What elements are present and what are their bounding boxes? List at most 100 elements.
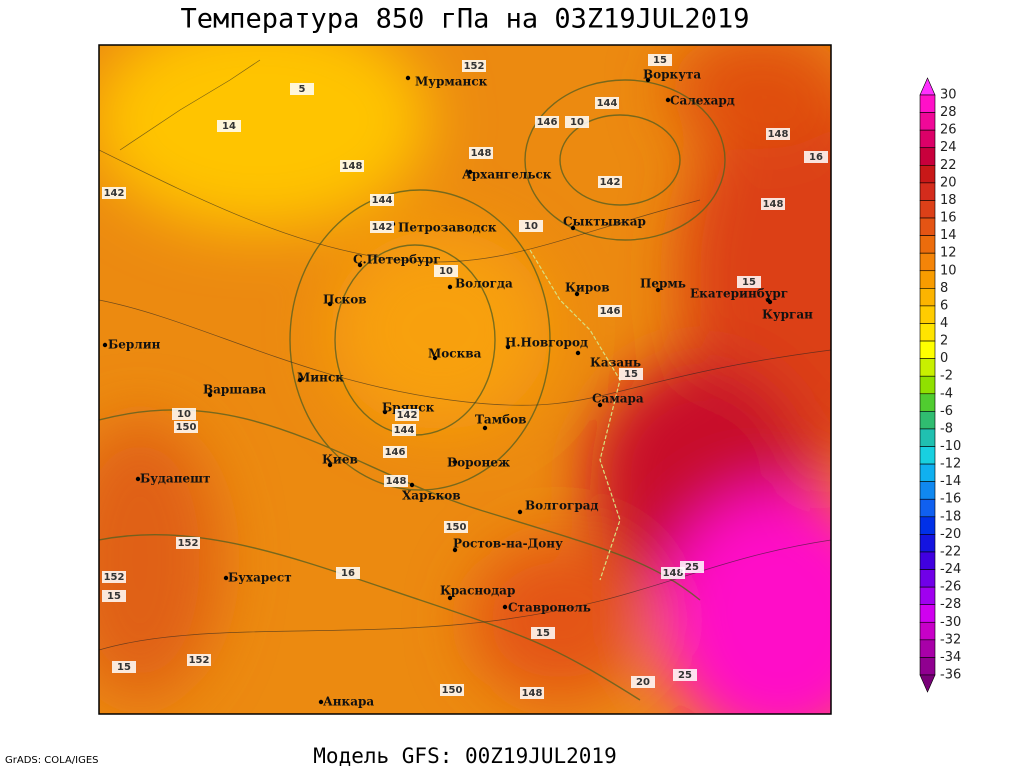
contour-label-bg: [469, 147, 493, 159]
contour-label-bg: [290, 83, 314, 95]
colorbar-label: -2: [940, 369, 953, 384]
colorbar-label: 20: [940, 175, 957, 190]
contour-label: 10: [570, 117, 584, 128]
colorbar-label: 24: [940, 140, 957, 155]
city-dot: [575, 350, 581, 356]
city-label: Вологда: [455, 277, 513, 291]
contour-label-bg: [531, 627, 555, 639]
colorbar-label: -18: [940, 509, 961, 524]
colorbar-box: [919, 217, 936, 236]
contour-label-bg: [102, 571, 126, 583]
contour-label-bg: [434, 265, 458, 277]
colorbar-label: -8: [940, 421, 953, 436]
colorbar-box: [919, 323, 936, 342]
contour-label: 146: [600, 306, 621, 317]
colorbar-box: [919, 147, 936, 166]
city-label: Сыктывкар: [563, 215, 646, 229]
contour-label: 144: [394, 425, 415, 436]
city-label: Екатеринбург: [690, 287, 788, 301]
colorbar-label: 18: [940, 193, 957, 208]
colorbar-label: -26: [940, 580, 961, 595]
contour-label: 16: [809, 152, 823, 163]
city-label: Салехард: [670, 94, 735, 108]
city-label: Москва: [428, 347, 482, 361]
colorbar-label: -24: [940, 562, 961, 577]
contour-label-bg: [370, 194, 394, 206]
contour-label: 25: [678, 670, 692, 681]
contour-label: 142: [397, 410, 418, 421]
colorbar-label: -14: [940, 474, 961, 489]
contour-label: 15: [653, 55, 667, 66]
contour-label: 15: [742, 277, 756, 288]
colorbar-box: [919, 200, 936, 219]
city-label: С.Петербург: [353, 253, 441, 267]
contour-label-bg: [598, 305, 622, 317]
colorbar-box: [919, 411, 936, 430]
city-dot: [447, 595, 453, 601]
contour-label-bg: [462, 60, 486, 72]
city-label: Киров: [565, 281, 610, 295]
colorbar-label: 10: [940, 263, 957, 278]
colorbar-label: 14: [940, 228, 957, 243]
colorbar-box: [919, 129, 936, 149]
city-dot: [357, 262, 363, 268]
city-dot: [665, 97, 671, 103]
contour-label: 142: [600, 177, 621, 188]
colorbar-label: 26: [940, 123, 957, 138]
contour-label-bg: [217, 120, 241, 132]
city-dot: [327, 462, 333, 468]
city-label: Курган: [762, 308, 813, 322]
contour-label-bg: [680, 561, 704, 573]
city-dot: [597, 402, 603, 408]
city-label: Воркута: [643, 68, 701, 82]
colorbar-bottom: [919, 674, 936, 693]
city-label: Воронеж: [447, 456, 510, 470]
contour-label-bg: [336, 567, 360, 579]
map: [99, 45, 831, 714]
city-dot: [327, 301, 333, 307]
contour-label: 146: [385, 447, 406, 458]
contour-label: 142: [104, 188, 125, 199]
colorbar-label: -12: [940, 457, 961, 472]
contour-label-bg: [535, 116, 559, 128]
city-dot: [467, 169, 473, 175]
contour-label: 10: [524, 221, 538, 232]
colorbar-label: 12: [940, 246, 957, 261]
city-label: Варшава: [203, 383, 266, 397]
colorbar-box: [919, 235, 936, 254]
contour-label: 10: [439, 266, 453, 277]
title: Температура 850 гПа на 03Z19JUL2019: [181, 4, 750, 35]
colorbar-label: 30: [940, 88, 957, 103]
city-dot: [574, 291, 580, 297]
colorbar-label: 28: [940, 105, 957, 120]
contour-label: 148: [386, 476, 407, 487]
city-dot: [645, 77, 651, 83]
contour-label: 14: [222, 121, 236, 132]
city-dot: [318, 699, 324, 705]
city-dot: [223, 575, 229, 581]
city-label: Н.Новгород: [505, 336, 588, 350]
city-label: Минск: [297, 371, 344, 385]
contour-label: 152: [464, 61, 485, 72]
city-label: Киев: [322, 453, 358, 467]
colorbar-top: [919, 77, 936, 96]
credit: GrADS: COLA/IGES: [5, 755, 99, 766]
contour-label-bg: [619, 368, 643, 380]
colorbar-label: 0: [940, 351, 948, 366]
colorbar-box: [919, 182, 936, 201]
city-label: Берлин: [108, 338, 161, 352]
contour-label: 146: [537, 117, 558, 128]
contour-label: 148: [471, 148, 492, 159]
colorbar-box: [919, 657, 936, 676]
colorbar-box: [919, 516, 936, 535]
contour-label: 20: [636, 677, 650, 688]
colorbar-label: -20: [940, 527, 961, 542]
city-dot: [570, 225, 576, 231]
contour-label: 15: [117, 662, 131, 673]
contour-label: 16: [341, 568, 355, 579]
city-dot: [297, 377, 303, 383]
colorbar-label: -34: [940, 650, 961, 665]
colorbar-box: [919, 446, 936, 465]
contour-label-bg: [804, 151, 828, 163]
